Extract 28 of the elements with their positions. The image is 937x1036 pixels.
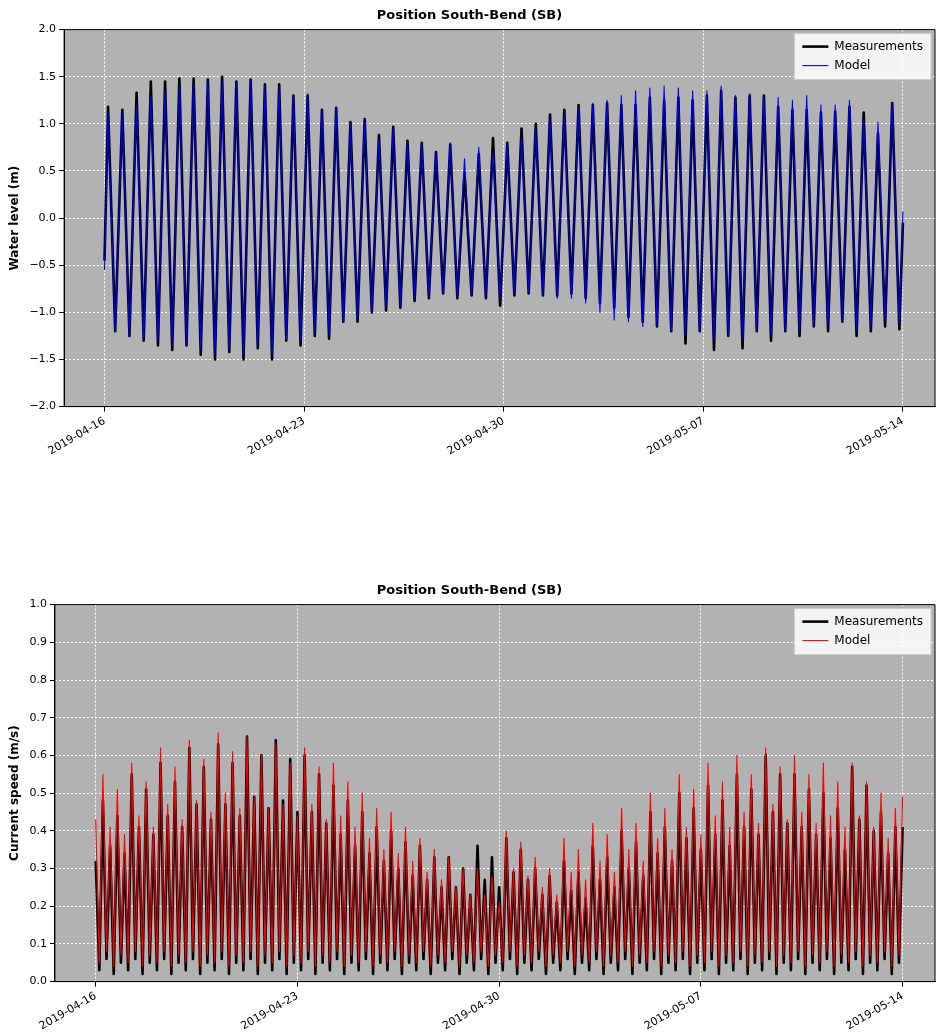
y-tick-label: 0.3	[29, 861, 47, 875]
y-tick-label: 0.8	[29, 672, 47, 686]
y-axis-title: Current speed (m/s)	[7, 725, 22, 861]
chart-title: Position South-Bend (SB)	[376, 7, 563, 23]
legend-label: Model	[834, 57, 871, 72]
chart-title: Position South-Bend (SB)	[376, 582, 563, 598]
legend-label: Measurements	[834, 613, 924, 628]
legend-label: Measurements	[834, 38, 924, 53]
y-tick-label: 0.5	[29, 785, 47, 799]
y-tick-label: 1.0	[38, 116, 57, 130]
legend-label: Model	[834, 632, 871, 647]
y-tick-label: −2.0	[29, 399, 57, 413]
y-axis-title: Water level (m)	[7, 165, 22, 271]
y-tick-label: 0.7	[29, 710, 47, 724]
y-tick-label: 1.5	[38, 69, 57, 83]
y-tick-label: 0.4	[29, 823, 47, 837]
y-tick-label: 0.1	[29, 936, 47, 950]
y-tick-label: 0.9	[29, 635, 47, 649]
y-tick-label: 0.5	[38, 163, 57, 177]
y-tick-label: −1.5	[29, 352, 57, 366]
y-tick-label: 2.0	[38, 22, 57, 36]
y-tick-label: −1.0	[29, 305, 57, 319]
y-tick-label: 0.0	[38, 210, 57, 224]
y-tick-label: 0.0	[29, 974, 47, 988]
y-tick-label: 0.2	[29, 899, 47, 913]
y-tick-label: 0.6	[29, 748, 47, 762]
y-tick-label: 1.0	[29, 597, 47, 611]
y-tick-label: −0.5	[29, 258, 57, 272]
